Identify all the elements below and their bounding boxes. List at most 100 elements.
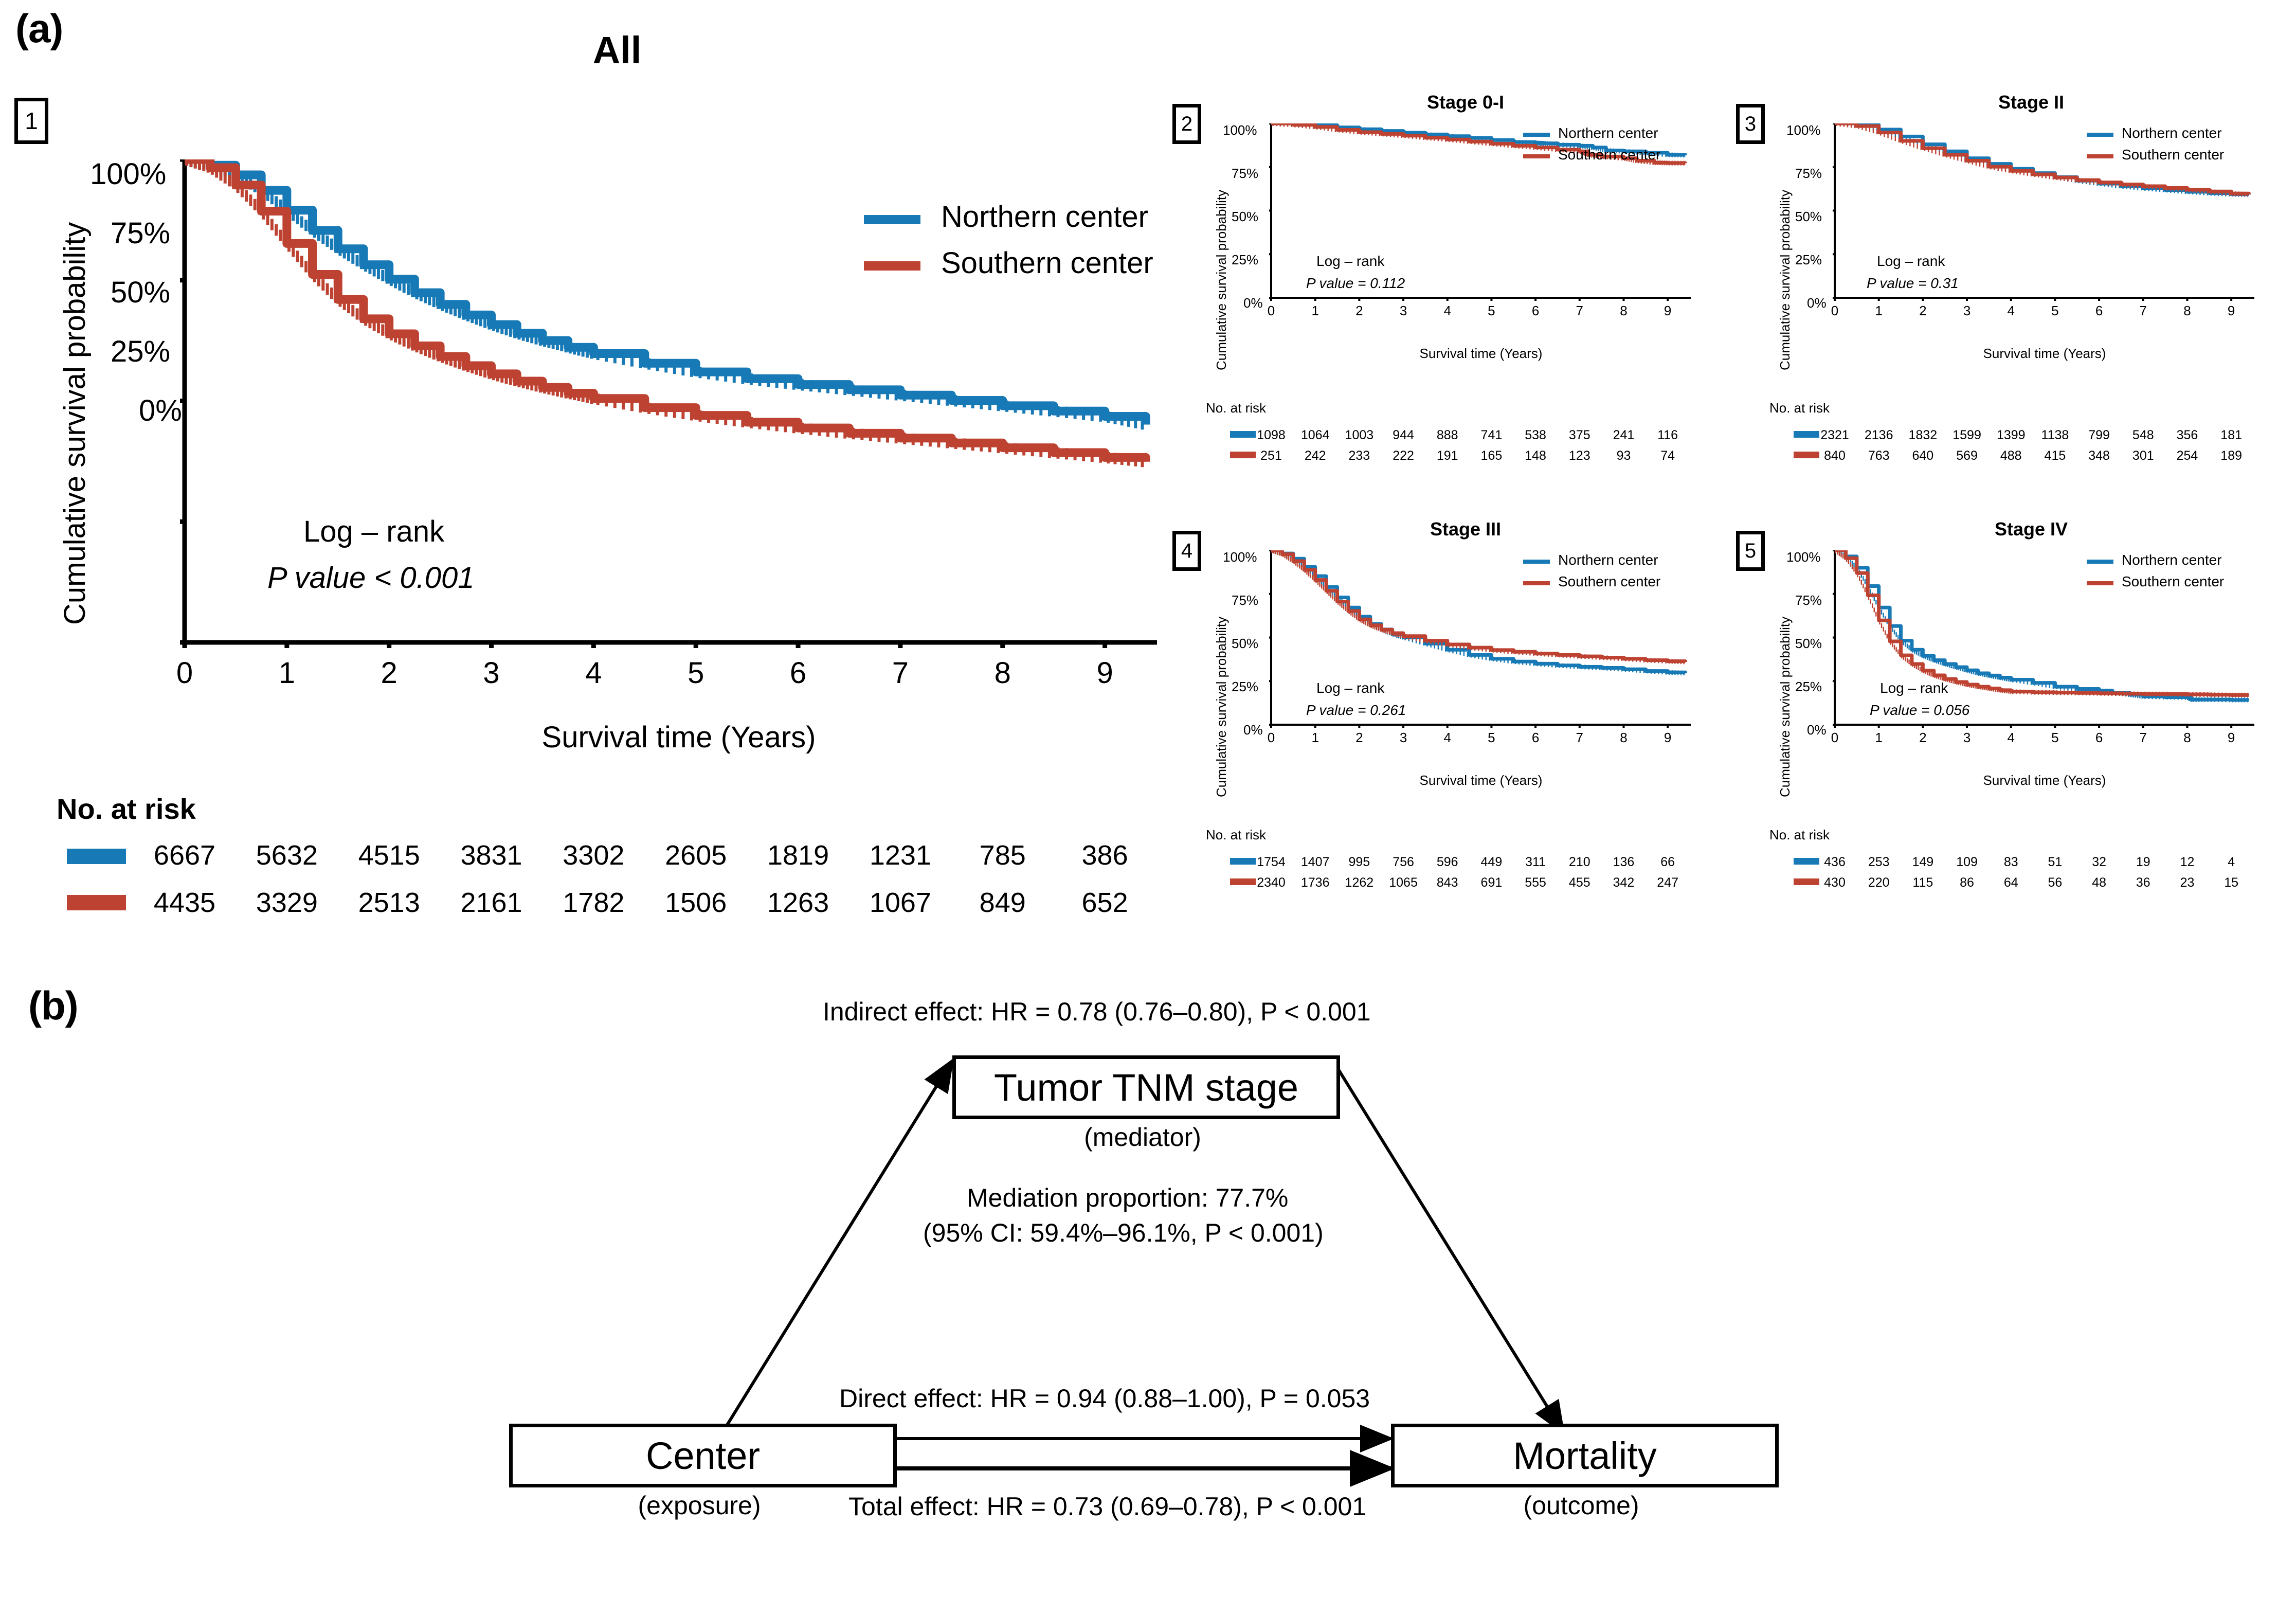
panel5-risk-value: 436 [1824, 855, 1846, 869]
panel4-risk-swatch-northern [1230, 858, 1256, 865]
panel2-risk-value: 1098 [1257, 428, 1286, 442]
panel3-risk-value: 1832 [1908, 428, 1938, 442]
panel1-ytick-50: 50% [111, 276, 171, 309]
panel3-risk-value: 348 [2088, 448, 2110, 463]
panel5-xtick-4: 4 [2007, 730, 2015, 745]
panel2-legend-label-northern: Northern center [1558, 125, 1658, 141]
panel4-xtick-6: 6 [1531, 730, 1540, 745]
panel1-risk-value: 6667 [153, 840, 216, 871]
panel-b-label: (b) [28, 983, 79, 1028]
panel1-risk-value: 1819 [767, 840, 829, 871]
panel4-legend-swatch-northern [1523, 560, 1550, 564]
panel2-xtick-1: 1 [1311, 303, 1319, 318]
panel3-risk-value: 301 [2132, 448, 2154, 463]
panel3-risk-value: 2321 [1820, 428, 1849, 442]
panel3-xtick-8: 8 [2183, 303, 2191, 318]
panel2-risk-value: 123 [1568, 448, 1590, 463]
panel3-risk-value: 1399 [1996, 428, 2026, 442]
panel2-risk-value: 1064 [1300, 428, 1330, 442]
panel5-x-axis-title: Survival time (Years) [1983, 773, 2106, 788]
arrow-exposure-to-mediator [721, 1057, 954, 1433]
km-curve [185, 159, 1150, 425]
panel-number-2: 2 [1172, 104, 1201, 144]
panel4-risk-value: 210 [1568, 855, 1590, 869]
panel4-pvalue: P value = 0.261 [1306, 702, 1406, 718]
panel1-xtick-3: 3 [483, 656, 500, 690]
panel5-legend-label-northern: Northern center [2122, 552, 2222, 568]
panel4-risk-value: 247 [1657, 875, 1679, 890]
panel-a-label: (a) [15, 6, 63, 51]
panel3-ytick-25: 25% [1795, 252, 1822, 267]
panel1-risk-swatch-northern [67, 849, 126, 864]
panel2-risk-value: 888 [1436, 428, 1458, 442]
panel3-xtick-5: 5 [2051, 303, 2059, 318]
panel3-risk-value: 1138 [2041, 428, 2069, 442]
panel3-risk-swatch-southern [1794, 452, 1819, 458]
panel3-ytick-0: 0% [1807, 295, 1827, 311]
panel3-title: Stage II [1998, 92, 2065, 113]
panel3-risk-value: 356 [2176, 428, 2198, 442]
panel3-xtick-7: 7 [2139, 303, 2147, 318]
km-curve [1271, 550, 1687, 663]
panel1-risk-value: 3831 [460, 840, 522, 871]
panel2-plot-area [1269, 123, 1691, 301]
panel2-xtick-2: 2 [1355, 303, 1363, 318]
panel1-risk-value: 1231 [869, 840, 931, 871]
panel5-risk-swatch-northern [1794, 858, 1819, 865]
panel2-risk-value: 241 [1613, 428, 1635, 442]
panel-number-5: 5 [1736, 531, 1765, 571]
panel1-risk-swatch-southern [67, 895, 126, 910]
panel5-legend-label-southern: Southern center [2122, 573, 2225, 589]
mediation-proportion-line2: (95% CI: 59.4%–96.1%, P < 0.001) [923, 1218, 1324, 1247]
panel2-risk-value: 538 [1525, 428, 1546, 442]
panel2-logrank-label: Log – rank [1316, 253, 1385, 269]
panel4-y-axis-title: Cumulative survival probability [1214, 616, 1229, 797]
mediation-diagram-arrows [721, 1057, 1565, 1487]
panel1-legend-label-northern: Northern center [941, 200, 1148, 234]
panel5-risk-value: 4 [2228, 855, 2235, 869]
km-curve [1835, 123, 2251, 195]
panel5-risk-value: 36 [2136, 875, 2150, 890]
panel4-legend-label-northern: Northern center [1558, 552, 1658, 568]
panel1-xtick-7: 7 [892, 656, 909, 690]
panel5-xtick-1: 1 [1875, 730, 1883, 745]
panel5-risk-value: 430 [1824, 875, 1846, 890]
panel5-risk-value: 12 [2180, 855, 2195, 869]
panel3-ytick-50: 50% [1795, 209, 1822, 224]
censor-marks [1272, 123, 1685, 166]
panel5-risk-value: 149 [1912, 855, 1934, 869]
mediator-sublabel: (mediator) [1084, 1123, 1201, 1152]
panel2-xtick-9: 9 [1664, 303, 1672, 318]
panel2-title: Stage 0-I [1426, 92, 1505, 113]
panel5-risk-value: 109 [1956, 855, 1978, 869]
panel1-risk-value: 849 [979, 887, 1026, 918]
panel1-risk-value: 2161 [460, 887, 522, 918]
panel3-risk-value: 254 [2176, 448, 2198, 463]
panel3-risk-value: 640 [1912, 448, 1934, 463]
panel4-ytick-0: 0% [1243, 722, 1263, 738]
panel1-xtick-1: 1 [278, 656, 295, 690]
panel5-xtick-6: 6 [2095, 730, 2103, 745]
panel3-risk-value: 181 [2220, 428, 2243, 442]
panel1-risk-value: 1782 [563, 887, 625, 918]
panel4-plot-area [1269, 550, 1691, 728]
panel5-risk-value: 56 [2048, 875, 2063, 890]
censor-marks [1835, 550, 2248, 697]
panel2-risk-header: No. at risk [1206, 400, 1267, 416]
panel4-risk-value: 1754 [1257, 855, 1286, 869]
panel5-legend-swatch-southern [2087, 581, 2113, 585]
panel1-risk-value: 386 [1081, 840, 1128, 871]
panel2-xtick-5: 5 [1488, 303, 1495, 318]
panel1-title: All [592, 29, 642, 71]
panel5-xtick-8: 8 [2183, 730, 2191, 745]
panel5-xtick-3: 3 [1963, 730, 1971, 745]
censor-marks [185, 159, 1144, 468]
panel2-pvalue: P value = 0.112 [1306, 275, 1405, 291]
panel3-x-axis-title: Survival time (Years) [1983, 346, 2106, 361]
panel1-risk-value: 3329 [256, 887, 318, 918]
panel1-xtick-0: 0 [176, 656, 193, 690]
panel4-risk-value: 66 [1660, 855, 1675, 869]
panel4-risk-value: 1262 [1345, 875, 1374, 890]
panel5-risk-header: No. at risk [1769, 827, 1830, 842]
panel3-xtick-0: 0 [1831, 303, 1839, 318]
